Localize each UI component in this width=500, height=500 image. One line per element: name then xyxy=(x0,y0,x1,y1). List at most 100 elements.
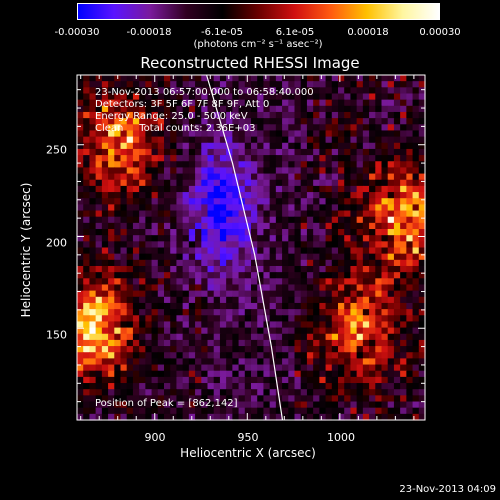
heatmap-cell xyxy=(195,148,202,156)
heatmap-cell xyxy=(362,130,370,138)
heatmap-cell xyxy=(331,118,339,125)
heatmap-cell xyxy=(306,284,314,292)
heatmap-cell xyxy=(362,118,370,125)
heatmap-cell xyxy=(313,315,320,323)
heatmap-cell xyxy=(294,167,302,175)
heatmap-cell xyxy=(213,278,221,286)
heatmap-cell xyxy=(294,210,302,218)
heatmap-cell xyxy=(325,407,333,415)
heatmap-cell xyxy=(331,99,339,107)
heatmap-cell xyxy=(238,222,246,230)
heatmap-cell xyxy=(151,296,159,304)
heatmap-cell xyxy=(219,75,227,82)
heatmap-cell xyxy=(89,383,97,390)
heatmap-cell xyxy=(83,241,91,249)
heatmap-cell xyxy=(263,333,271,341)
heatmap-cell xyxy=(338,148,345,156)
heatmap-cell xyxy=(145,198,153,205)
heatmap-cell xyxy=(393,401,401,409)
heatmap-cell xyxy=(294,136,302,144)
heatmap-cell xyxy=(282,401,289,409)
heatmap-cell xyxy=(151,352,159,359)
heatmap-cell xyxy=(238,148,246,156)
chart-title: Reconstructed RHESSI Image xyxy=(140,54,360,72)
heatmap-cell xyxy=(369,265,376,273)
heatmap-cell xyxy=(263,142,271,150)
heatmap-cell xyxy=(201,333,209,341)
heatmap-cell xyxy=(331,130,339,138)
heatmap-cell xyxy=(381,383,389,390)
heatmap-cell xyxy=(387,278,395,286)
heatmap-cell xyxy=(381,346,389,353)
heatmap-cell xyxy=(195,235,202,242)
heatmap-cell xyxy=(387,370,395,378)
heatmap-cell xyxy=(182,179,190,187)
heatmap-cell xyxy=(369,130,376,138)
heatmap-cell xyxy=(95,81,103,88)
heatmap-cell xyxy=(83,75,91,82)
heatmap-cell xyxy=(387,389,395,396)
heatmap-cell xyxy=(306,290,314,298)
heatmap-cell xyxy=(188,210,196,218)
heatmap-cell xyxy=(139,222,146,230)
heatmap-cell xyxy=(201,253,209,261)
heatmap-cell xyxy=(288,315,296,323)
heatmap-cell xyxy=(89,161,97,169)
heatmap-cell xyxy=(275,222,283,230)
heatmap-cell xyxy=(244,204,252,212)
heatmap-cell xyxy=(132,161,140,169)
heatmap-cell xyxy=(325,302,333,310)
heatmap-cell xyxy=(418,315,426,323)
heatmap-cell xyxy=(207,155,215,162)
heatmap-cell xyxy=(201,383,209,390)
heatmap-cell xyxy=(114,302,122,310)
heatmap-cell xyxy=(201,370,209,378)
heatmap-cell xyxy=(269,265,277,273)
heatmap-cell xyxy=(400,93,407,101)
heatmap-cell xyxy=(182,265,190,273)
heatmap-cell xyxy=(282,124,289,132)
heatmap-cell xyxy=(294,315,302,323)
heatmap-cell xyxy=(269,185,277,193)
heatmap-cell xyxy=(387,395,395,403)
heatmap-cell xyxy=(132,136,140,144)
heatmap-cell xyxy=(400,216,407,224)
heatmap-cell xyxy=(338,302,345,310)
heatmap-cell xyxy=(375,370,383,378)
heatmap-cell xyxy=(257,241,265,249)
heatmap-cell xyxy=(126,265,134,273)
heatmap-cell xyxy=(176,130,184,138)
heatmap-cell xyxy=(375,302,383,310)
heatmap-cell xyxy=(244,229,252,236)
heatmap-cell xyxy=(325,198,333,205)
heatmap-cell xyxy=(356,395,364,403)
heatmap-cell xyxy=(338,155,345,162)
heatmap-cell xyxy=(319,99,327,107)
heatmap-cell xyxy=(325,81,333,88)
heatmap-cell xyxy=(132,185,140,193)
heatmap-cell xyxy=(226,105,233,113)
heatmap-cell xyxy=(226,315,233,323)
heatmap-cell xyxy=(344,173,352,181)
heatmap-cell xyxy=(176,296,184,304)
heatmap-cell xyxy=(325,105,333,113)
heatmap-cell xyxy=(356,136,364,144)
heatmap-cell xyxy=(132,302,140,310)
heatmap-cell xyxy=(95,395,103,403)
heatmap-cell xyxy=(101,370,109,378)
heatmap-cell xyxy=(207,383,215,390)
heatmap-cell xyxy=(294,290,302,298)
heatmap-cell xyxy=(257,222,265,230)
heatmap-cell xyxy=(282,192,289,199)
heatmap-cell xyxy=(83,87,91,95)
heatmap-cell xyxy=(226,346,233,353)
heatmap-cell xyxy=(381,210,389,218)
heatmap-cell xyxy=(350,364,358,372)
heatmap-cell xyxy=(319,241,327,249)
heatmap-cell xyxy=(151,136,159,144)
heatmap-cell xyxy=(232,99,240,107)
heatmap-cell xyxy=(226,278,233,286)
heatmap-cell xyxy=(114,185,122,193)
heatmap-cell xyxy=(126,247,134,255)
heatmap-cell xyxy=(418,389,426,396)
